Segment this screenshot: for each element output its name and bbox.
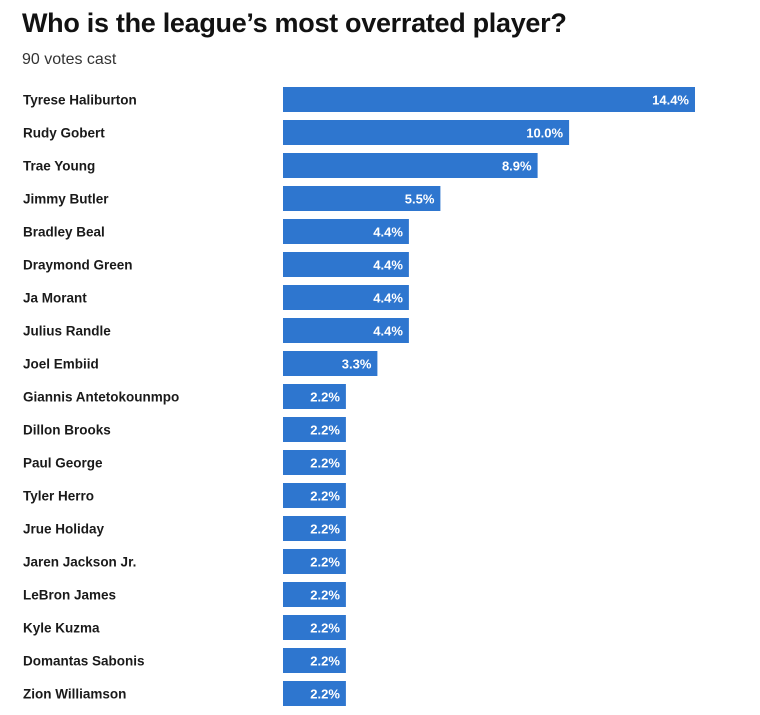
bar-value-label: 4.4% (373, 258, 403, 273)
bar (283, 252, 409, 277)
category-label: Bradley Beal (23, 225, 105, 240)
bar (283, 648, 346, 673)
bar (283, 285, 409, 310)
category-label: Dillon Brooks (23, 423, 111, 438)
bar (283, 120, 570, 145)
bar (283, 186, 441, 211)
category-label: Rudy Gobert (23, 126, 105, 141)
category-label: Draymond Green (23, 258, 133, 273)
category-label: Jaren Jackson Jr. (23, 555, 136, 570)
bar-value-label: 2.2% (310, 588, 340, 603)
category-label: Jrue Holiday (23, 522, 105, 537)
bar-value-label: 4.4% (373, 324, 403, 339)
bar-value-label: 2.2% (310, 654, 340, 669)
bar (283, 582, 346, 607)
bar-value-label: 2.2% (310, 456, 340, 471)
bar-value-label: 2.2% (310, 489, 340, 504)
bar (283, 450, 346, 475)
category-label: Giannis Antetokounmpo (23, 390, 179, 405)
category-label: Zion Williamson (23, 687, 126, 702)
bar (283, 384, 346, 409)
category-label: Joel Embiid (23, 357, 99, 372)
bar (283, 351, 378, 376)
chart-subtitle: 90 votes cast (22, 51, 117, 68)
bar (283, 87, 695, 112)
category-label: Domantas Sabonis (23, 654, 145, 669)
bar (283, 681, 346, 706)
bar (283, 615, 346, 640)
category-label: Paul George (23, 456, 103, 471)
bar-value-label: 2.2% (310, 390, 340, 405)
category-label: Jimmy Butler (23, 192, 109, 207)
bar-value-label: 3.3% (342, 357, 372, 372)
chart-title: Who is the league’s most overrated playe… (22, 8, 567, 38)
category-label: Trae Young (23, 159, 95, 174)
category-label: Tyler Herro (23, 489, 94, 504)
bar-value-label: 2.2% (310, 621, 340, 636)
bar-value-label: 8.9% (502, 159, 532, 174)
bar (283, 483, 346, 508)
bar-value-label: 2.2% (310, 687, 340, 702)
category-label: Julius Randle (23, 324, 111, 339)
bar-value-label: 5.5% (405, 192, 435, 207)
category-label: Kyle Kuzma (23, 621, 100, 636)
bar-value-label: 4.4% (373, 291, 403, 306)
bar-value-label: 10.0% (526, 126, 563, 141)
category-label: LeBron James (23, 588, 116, 603)
bar-value-label: 2.2% (310, 423, 340, 438)
category-label: Ja Morant (23, 291, 87, 306)
bar-value-label: 2.2% (310, 522, 340, 537)
bar-value-label: 4.4% (373, 225, 403, 240)
bar (283, 318, 409, 343)
bar (283, 549, 346, 574)
bar-value-label: 14.4% (652, 93, 689, 108)
bar (283, 417, 346, 442)
bar (283, 219, 409, 244)
bar (283, 516, 346, 541)
category-label: Tyrese Haliburton (23, 93, 137, 108)
bar-value-label: 2.2% (310, 555, 340, 570)
bar (283, 153, 538, 178)
